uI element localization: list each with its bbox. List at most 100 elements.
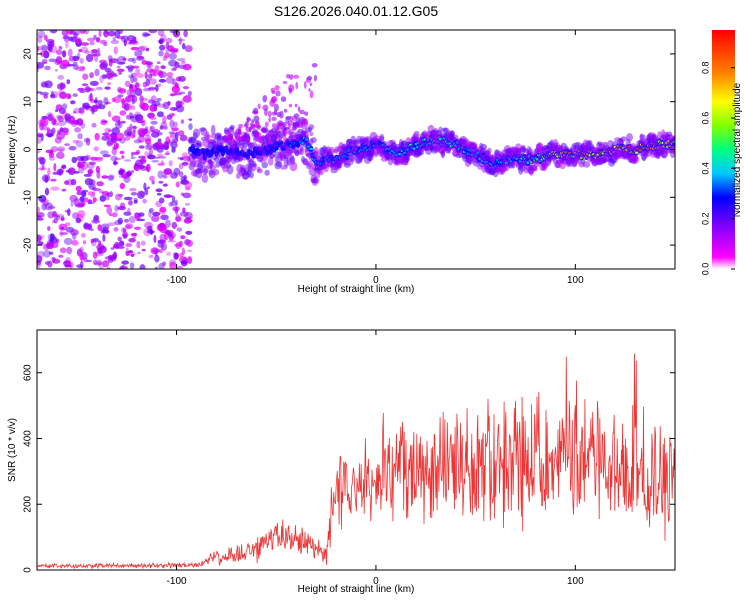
plume-blob (243, 136, 248, 140)
noise-blob (74, 127, 82, 133)
noise-blob (59, 91, 68, 99)
noise-blob (124, 80, 131, 88)
noise-blob (162, 184, 168, 187)
noise-blob (130, 232, 138, 237)
y-tick-label: 20 (23, 48, 34, 60)
noise-blob (121, 155, 125, 159)
y-tick-label: 400 (23, 430, 34, 447)
noise-blob (170, 141, 178, 149)
plume-blob (253, 115, 260, 122)
signal-halo (312, 177, 320, 184)
noise-blob (107, 129, 112, 133)
noise-blob (169, 107, 178, 111)
noise-blob (178, 37, 182, 46)
noise-blob (148, 148, 153, 156)
noise-blob (148, 98, 155, 103)
noise-blob (171, 113, 175, 117)
noise-blob (110, 247, 115, 250)
noise-blob (136, 120, 145, 124)
plume-blob (253, 111, 258, 115)
plume-blob (311, 63, 318, 68)
signal-halo (381, 140, 388, 147)
noise-blob (98, 240, 102, 247)
signal-halo (249, 171, 254, 179)
noise-blob (108, 255, 113, 262)
noise-blob (129, 115, 135, 119)
noise-blob (187, 219, 193, 222)
noise-blob (180, 176, 187, 182)
noise-blob (172, 252, 178, 256)
noise-blob (89, 80, 99, 86)
signal-halo (275, 161, 283, 168)
noise-blob (185, 230, 193, 235)
noise-blob (136, 73, 144, 78)
noise-blob (181, 60, 186, 64)
noise-blob (172, 121, 178, 128)
plume-blob (264, 121, 269, 128)
noise-blob (56, 116, 62, 121)
noise-blob (156, 131, 163, 136)
noise-blob (67, 167, 76, 175)
plume-blob (309, 90, 314, 99)
noise-blob (89, 72, 94, 79)
noise-blob (42, 61, 48, 64)
plume-blob (302, 118, 308, 125)
noise-blob (97, 259, 102, 266)
noise-blob (112, 135, 117, 140)
noise-blob (166, 114, 173, 120)
noise-blob (154, 141, 164, 150)
noise-blob (179, 211, 189, 217)
noise-blob (151, 159, 160, 163)
noise-blob (109, 255, 117, 261)
signal-halo (313, 146, 319, 155)
noise-blob (107, 30, 116, 37)
noise-blob (103, 204, 111, 208)
noise-blob (162, 142, 170, 151)
noise-blob (141, 248, 146, 252)
plume-blob (271, 111, 277, 116)
noise-blob (117, 194, 124, 197)
noise-blob (117, 94, 124, 98)
noise-blob (138, 129, 146, 138)
noise-blob (149, 69, 157, 77)
noise-blob (103, 30, 109, 38)
signal-halo (438, 126, 443, 135)
noise-blob (85, 259, 92, 263)
signal-halo (309, 131, 314, 137)
noise-blob (56, 151, 65, 159)
noise-blob (132, 233, 137, 240)
signal-halo (310, 137, 317, 144)
noise-blob (83, 137, 90, 143)
plume-blob (268, 116, 271, 123)
noise-blob (149, 104, 156, 112)
noise-blob (113, 46, 118, 55)
noise-blob (61, 188, 67, 192)
noise-blob (175, 82, 179, 89)
noise-blob (47, 233, 56, 242)
noise-blob (145, 78, 150, 87)
plume-blob (309, 82, 313, 87)
noise-blob (175, 214, 181, 222)
noise-blob (85, 53, 94, 63)
noise-blob (176, 58, 186, 62)
plume-blob (264, 108, 268, 117)
plume-blob (294, 134, 299, 139)
noise-blob (130, 253, 135, 257)
noise-blob (173, 252, 179, 260)
noise-blob (172, 206, 180, 212)
noise-blob (47, 205, 56, 210)
noise-blob (99, 75, 104, 84)
plume-blob (300, 131, 306, 136)
noise-blob (132, 125, 137, 129)
signal-halo (582, 161, 591, 168)
noise-blob (44, 175, 49, 183)
noise-blob (175, 181, 180, 188)
noise-blob (143, 182, 147, 191)
noise-blob (147, 86, 156, 92)
signal-halo (450, 130, 455, 138)
noise-blob (72, 212, 79, 220)
noise-blob (79, 196, 85, 203)
noise-blob (121, 227, 127, 233)
